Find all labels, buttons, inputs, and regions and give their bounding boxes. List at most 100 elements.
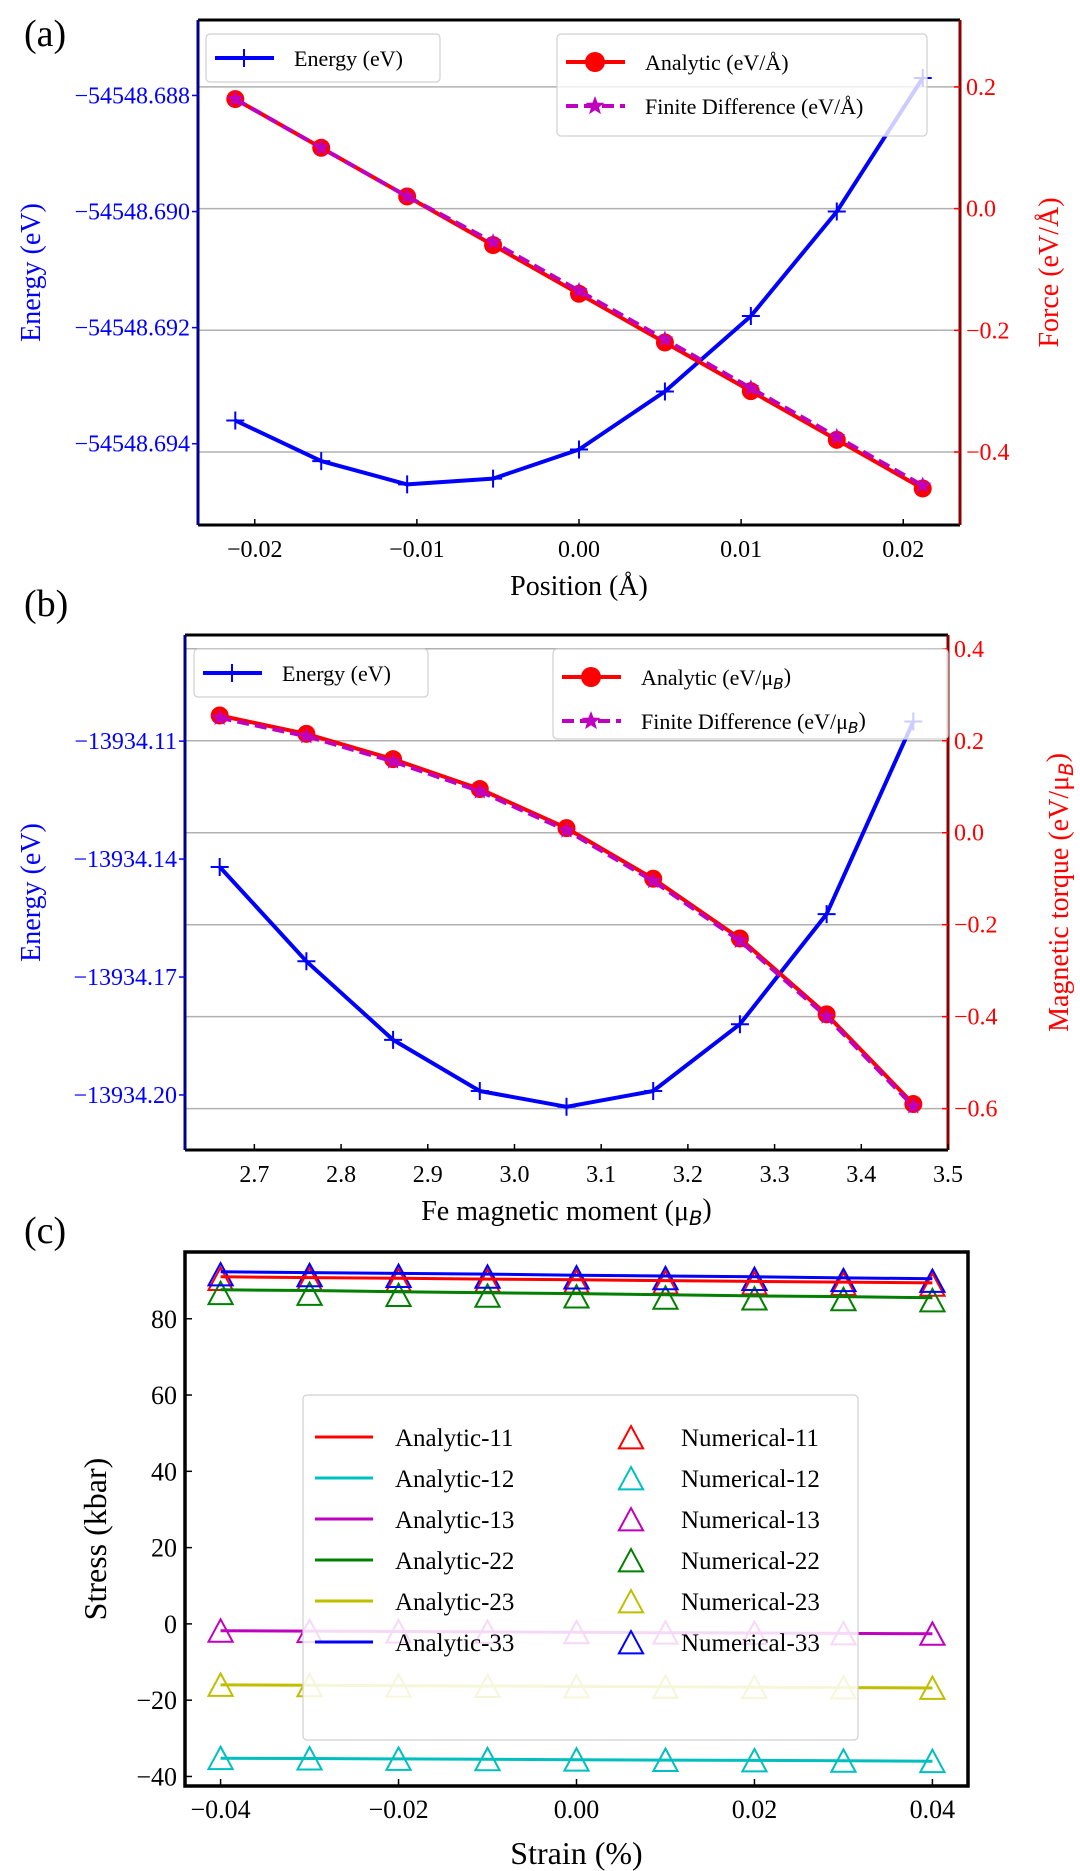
y-tick-label: −20	[136, 1686, 177, 1715]
data-point-plus	[398, 475, 417, 494]
data-point-plus	[210, 857, 229, 876]
x-axis-label: Strain (%)	[510, 1835, 642, 1871]
legend-label-numerical-13: Numerical-13	[681, 1507, 820, 1534]
x-axis-label: Fe magnetic moment (μB)	[421, 1194, 712, 1230]
series-line-analytic-33	[220, 1270, 933, 1281]
y-right-tick-label: 0.2	[966, 75, 996, 101]
legend-label-analytic-11: Analytic-11	[395, 1425, 513, 1452]
data-point-triangle-numerical-11	[829, 1270, 858, 1296]
series-line-2	[219, 715, 915, 1108]
x-tick-label: 3.3	[760, 1162, 790, 1188]
x-tick-label: 3.2	[673, 1162, 703, 1188]
x-tick-label: −0.02	[368, 1795, 428, 1824]
data-point-star	[226, 90, 244, 107]
data-point-triangle-numerical-11	[918, 1271, 947, 1297]
data-point-star	[211, 708, 229, 725]
data-point-plus	[470, 1082, 489, 1101]
data-point-triangle-numerical-33	[473, 1263, 502, 1289]
y-left-tick-label: −13934.20	[73, 1083, 177, 1109]
data-point-triangle-numerical-33	[384, 1262, 413, 1288]
data-point-triangle-numerical-22	[473, 1282, 502, 1308]
data-point-triangle-numerical-33	[651, 1264, 680, 1291]
legend-label-finite-difference: Finite Difference (eV/μB)	[641, 707, 866, 737]
legend-marker-circle	[581, 667, 601, 687]
y-right-tick-label: −0.2	[966, 318, 1010, 344]
legend-marker-star	[581, 711, 601, 730]
data-point-triangle-numerical-33	[295, 1261, 324, 1288]
legend-marker-numerical-23	[617, 1587, 645, 1614]
y-tick-label: 80	[151, 1305, 177, 1334]
legend-marker-numerical-13	[617, 1505, 645, 1532]
x-axis-label: Position (Å)	[510, 571, 648, 602]
x-tick-label: 0.02	[882, 537, 924, 563]
y-right-tick-label: −0.4	[966, 440, 1010, 466]
y-left-tick-label: −13934.14	[73, 847, 177, 873]
y-right-axis-label: Magnetic torque (eV/μB)	[1042, 753, 1078, 1032]
y-tick-label: −40	[136, 1762, 177, 1791]
legend-label-energy: Energy (eV)	[282, 661, 391, 686]
legend-marker-numerical-12	[617, 1464, 645, 1491]
legend-label-analytic-23: Analytic-23	[395, 1589, 514, 1616]
y-left-axis-label: Energy (eV)	[16, 203, 47, 342]
legend-marker-plus	[235, 49, 253, 67]
data-point-plus	[730, 1015, 749, 1034]
x-tick-label: 2.8	[326, 1162, 356, 1188]
data-point-plus	[741, 307, 760, 326]
data-point-triangle-numerical-33	[740, 1265, 769, 1292]
legend	[302, 1394, 859, 1741]
series-line-1	[219, 713, 915, 1106]
data-point-star	[484, 233, 502, 250]
y-left-tick-label: −13934.11	[74, 729, 177, 755]
panel-label-a: (a)	[24, 13, 66, 55]
y-right-tick-label: −0.4	[954, 1005, 998, 1031]
x-tick-label: −0.02	[227, 537, 283, 563]
y-right-tick-label: 0.4	[954, 637, 984, 663]
panel-a: −0.02 −0.01 0.00 0.01 0.02 −54548.688 −54548.6…	[16, 18, 1065, 602]
data-point-star	[570, 281, 588, 298]
data-point-plus	[226, 411, 245, 430]
x-tick-label: 3.5	[933, 1162, 963, 1188]
y-left-tick-label: −54548.690	[74, 200, 190, 226]
data-point-star	[312, 138, 330, 156]
data-point-plus	[570, 440, 588, 459]
data-point-triangle-numerical-22	[918, 1286, 947, 1313]
legend-marker-numerical-22	[617, 1546, 645, 1573]
y-left-tick-label: −54548.692	[74, 316, 190, 342]
x-tick-label: 3.1	[586, 1162, 616, 1188]
legend-label-analytic-13: Analytic-13	[395, 1507, 514, 1534]
legend-force	[552, 648, 949, 740]
series-line-analytic-12	[220, 1756, 933, 1763]
y-right-tick-label: 0.0	[966, 197, 996, 223]
panel-b: 2.7 2.8 2.9 3.0 3.1 3.2 3.3 3.4 3.5 −13934.11 −139…	[16, 633, 1078, 1230]
y-right-axis-label: Force (eV/Å)	[1034, 197, 1065, 347]
legend-marker-circle	[585, 52, 605, 72]
x-tick-label: 2.9	[413, 1162, 443, 1188]
data-point-star	[656, 330, 674, 347]
legend-label-analytic-22: Analytic-22	[395, 1548, 514, 1575]
legend-label-energy: Energy (eV)	[294, 46, 403, 71]
x-tick-label: −0.01	[389, 537, 445, 563]
data-point-plus	[484, 469, 503, 488]
legend-label-analytic-12: Analytic-12	[395, 1466, 514, 1493]
y-left-tick-label: −13934.17	[73, 965, 177, 991]
y-left-axis-label: Energy (eV)	[16, 823, 47, 962]
x-tick-label: 3.4	[846, 1162, 876, 1188]
data-point-star	[557, 821, 576, 838]
legend-marker-star	[585, 96, 605, 115]
data-point-triangle-numerical-22	[206, 1279, 235, 1306]
data-point-triangle-numerical-33	[829, 1266, 858, 1293]
data-point-plus	[817, 905, 836, 924]
y-left-tick-label: −54548.688	[74, 83, 190, 109]
data-point-plus	[557, 1097, 576, 1116]
data-point-triangle-numerical-11	[740, 1269, 769, 1296]
legend-label-numerical-12: Numerical-12	[681, 1466, 820, 1493]
data-point-star	[384, 752, 402, 769]
data-point-triangle-numerical-33	[918, 1267, 947, 1293]
data-point-triangle-numerical-22	[829, 1285, 858, 1312]
series-line-0	[218, 720, 916, 1109]
legend-label-analytic-33: Analytic-33	[395, 1630, 514, 1657]
x-tick-label: 0.02	[732, 1795, 778, 1824]
x-tick-label: 0.01	[720, 537, 762, 563]
data-point-triangle-numerical-22	[295, 1280, 324, 1306]
data-point-star	[818, 1007, 836, 1024]
